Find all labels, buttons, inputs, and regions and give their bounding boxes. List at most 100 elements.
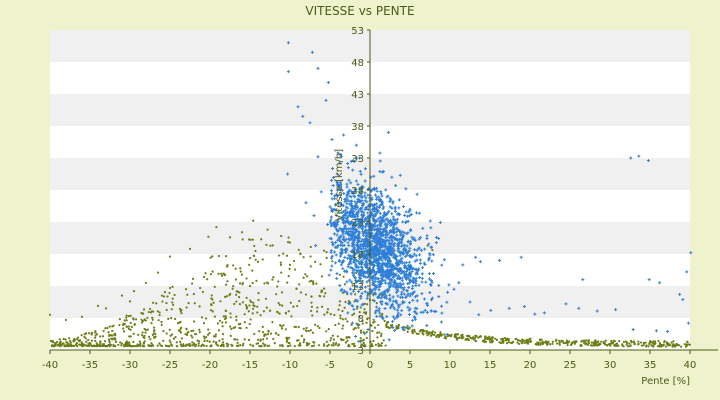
- data-point: [426, 303, 430, 307]
- data-point: [417, 332, 420, 336]
- x-tick-label: 5: [407, 360, 413, 371]
- data-point: [658, 342, 662, 345]
- data-point: [152, 344, 155, 348]
- data-point: [173, 293, 176, 297]
- data-point: [263, 282, 266, 285]
- data-point: [373, 245, 377, 249]
- data-point: [422, 333, 425, 336]
- data-point: [338, 304, 341, 307]
- data-point: [647, 278, 651, 282]
- data-point: [352, 238, 356, 242]
- data-point: [668, 343, 672, 347]
- data-point: [385, 245, 389, 249]
- data-point: [341, 220, 345, 224]
- data-point: [415, 299, 419, 303]
- data-point: [395, 217, 399, 221]
- data-point: [354, 217, 358, 221]
- data-point: [304, 293, 308, 296]
- data-point: [642, 343, 645, 347]
- data-point: [334, 323, 337, 327]
- data-point: [155, 302, 158, 305]
- data-point: [354, 190, 358, 194]
- data-point: [411, 284, 415, 288]
- data-point: [474, 336, 477, 339]
- data-point: [587, 340, 590, 343]
- data-point: [382, 339, 385, 342]
- data-point: [354, 179, 358, 183]
- data-point: [351, 159, 355, 163]
- data-point: [622, 340, 626, 344]
- data-point: [190, 334, 193, 337]
- data-point: [349, 257, 353, 261]
- data-point: [226, 264, 229, 267]
- data-point: [136, 345, 139, 348]
- data-point: [400, 279, 404, 283]
- data-point: [395, 258, 399, 262]
- data-point: [335, 245, 339, 249]
- data-point: [327, 343, 330, 346]
- data-point: [340, 338, 343, 341]
- data-point: [592, 341, 595, 344]
- data-point: [207, 328, 210, 331]
- data-point: [344, 212, 348, 216]
- data-point: [546, 343, 549, 346]
- data-point: [355, 156, 359, 160]
- data-point: [388, 200, 392, 204]
- data-point: [149, 311, 153, 314]
- data-point: [170, 308, 173, 311]
- data-point: [179, 310, 182, 313]
- data-point: [351, 230, 355, 234]
- data-point: [286, 336, 289, 339]
- data-point: [234, 267, 237, 270]
- data-point: [345, 269, 349, 273]
- data-point: [307, 329, 310, 332]
- data-point: [394, 282, 398, 286]
- data-point: [434, 241, 438, 245]
- data-point: [203, 339, 206, 343]
- data-point: [391, 323, 394, 327]
- data-point: [156, 271, 160, 274]
- data-point: [338, 185, 342, 189]
- data-point: [363, 225, 367, 229]
- data-point: [427, 256, 431, 260]
- data-point: [224, 283, 228, 286]
- data-point: [341, 227, 345, 231]
- data-point: [125, 316, 128, 319]
- data-point: [598, 342, 601, 345]
- data-point: [289, 301, 292, 304]
- data-point: [409, 292, 413, 296]
- data-point: [582, 341, 586, 344]
- data-point: [284, 328, 287, 331]
- data-point: [429, 226, 433, 230]
- data-point: [226, 345, 229, 348]
- data-point: [158, 314, 161, 317]
- data-point: [363, 308, 366, 311]
- data-point: [325, 250, 328, 254]
- data-point: [245, 305, 249, 309]
- data-point: [346, 311, 350, 315]
- data-point: [360, 265, 364, 269]
- data-point: [418, 235, 422, 239]
- data-point: [352, 257, 356, 261]
- data-point: [615, 342, 618, 345]
- data-point: [407, 276, 411, 280]
- data-point: [62, 337, 65, 341]
- data-point: [280, 325, 283, 328]
- data-point: [184, 333, 187, 336]
- data-point: [349, 204, 353, 208]
- data-point: [388, 306, 392, 310]
- data-point: [431, 271, 435, 275]
- data-point: [501, 338, 504, 341]
- data-point: [686, 321, 690, 325]
- data-point: [343, 283, 347, 286]
- data-point: [409, 280, 413, 284]
- data-point: [665, 341, 668, 344]
- data-point: [408, 294, 412, 298]
- data-point: [376, 270, 380, 274]
- data-point: [349, 233, 353, 237]
- data-point: [104, 344, 107, 348]
- data-point: [373, 320, 376, 323]
- data-point: [209, 273, 213, 276]
- data-point: [570, 341, 573, 345]
- data-point: [354, 202, 358, 206]
